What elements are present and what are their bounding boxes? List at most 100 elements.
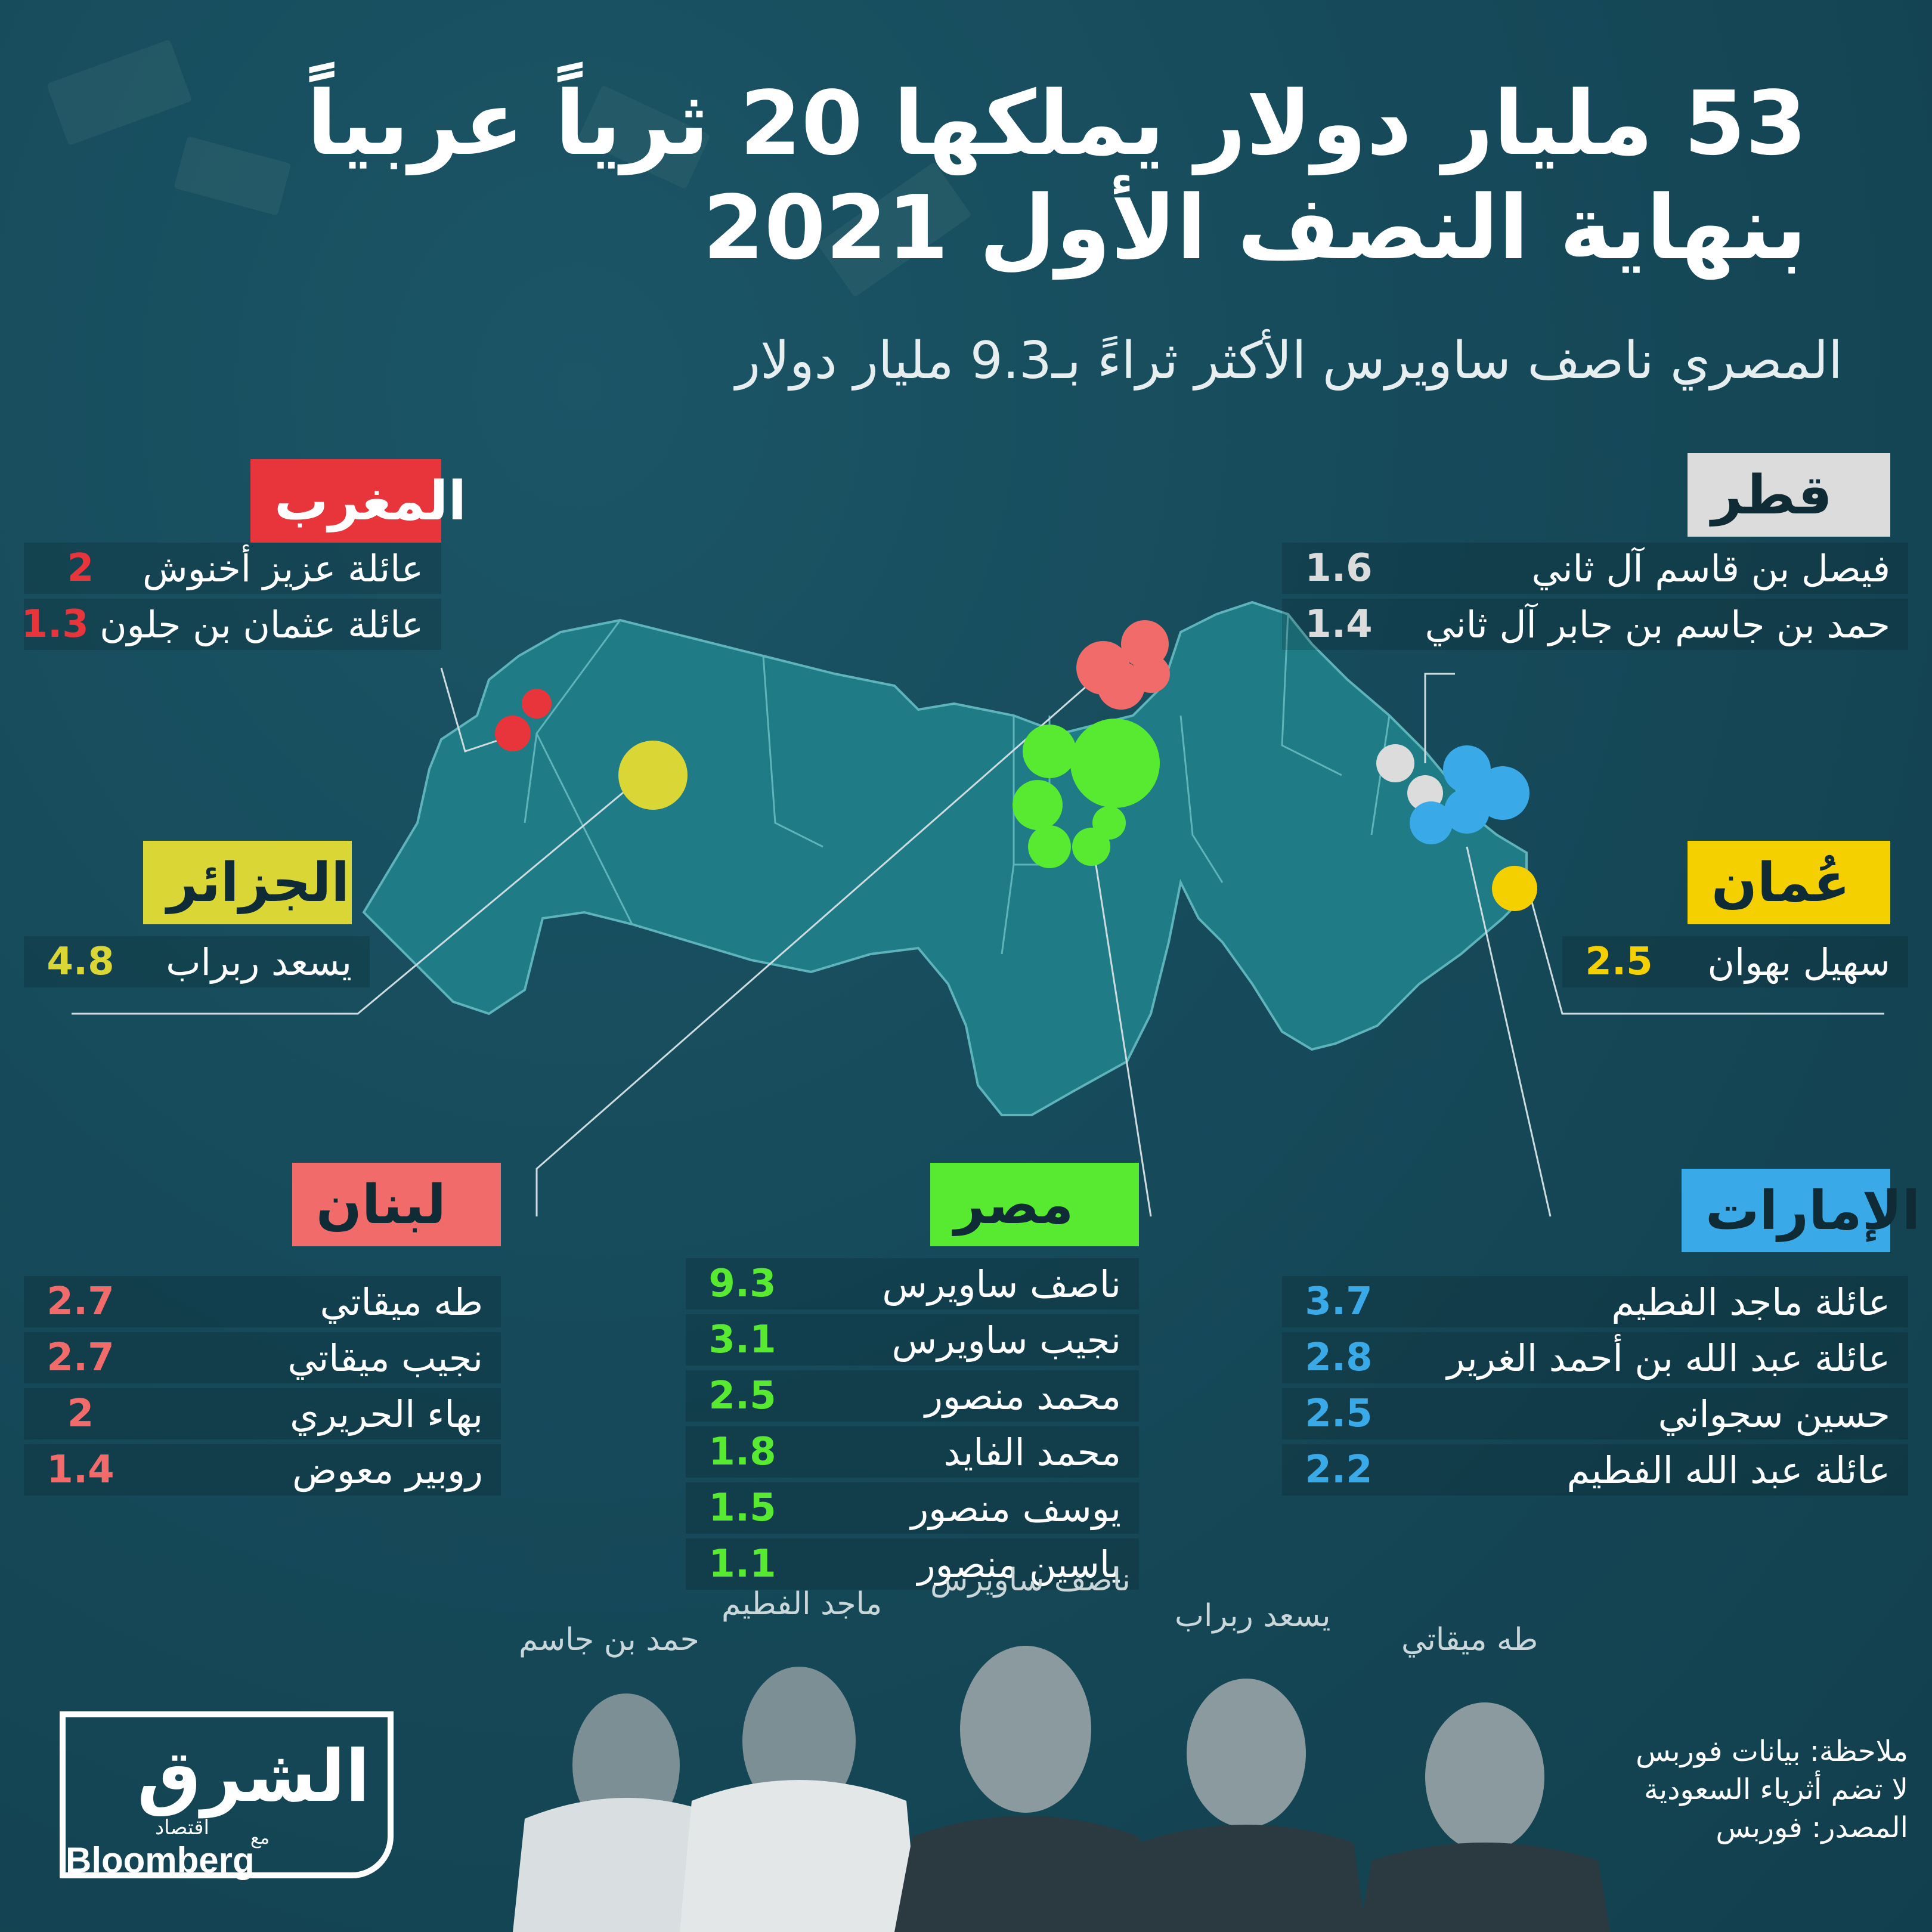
person-wealth: 2.5 [1585,940,1653,984]
portrait-taha [1360,1702,1610,1932]
person-wealth: 1.4 [47,1448,114,1492]
portrait-nassef [894,1646,1157,1932]
man-portrait-icon [960,1646,1091,1813]
list-item: محمد الفايد 1.8 [686,1426,1139,1478]
bubble-egypt-1 [1070,719,1160,808]
bubble-algeria [618,741,688,810]
country-label-morocco: المغرب [250,459,466,543]
list-item: محمد منصور 2.5 [686,1370,1139,1422]
logo-arabic: الشرق [137,1735,370,1818]
person-wealth: 2.2 [1305,1448,1373,1492]
bubble-uae-4 [1410,801,1453,844]
page-subtitle: المصري ناصف ساويرس الأكثر ثراءً بـ9.3 مل… [735,331,1843,391]
person-name: نجيب ساويرس [891,1318,1121,1362]
country-label-oman: عُمان [1688,841,1890,924]
person-wealth: 2 [67,1392,94,1436]
bubble-lebanon-4 [1132,655,1170,693]
page-title: 53 مليار دولار يملكها 20 ثرياً عربياً بن… [306,72,1807,279]
country-name: عُمان [1711,851,1850,914]
person-wealth: 9.3 [708,1262,776,1306]
person-name: طه ميقاتي [320,1280,483,1324]
connector-lebanon [535,655,1122,1216]
connector-algeria [72,774,645,1015]
person-name: عائلة عثمان بن جلون [100,602,423,646]
people-list-oman: سهيل بهوان 2.5 [1562,936,1908,992]
person-wealth: 4.8 [47,940,114,984]
bubble-morocco-1 [495,716,531,751]
country-name: لبنان [316,1173,446,1236]
list-item: نجيب ساويرس 3.1 [686,1314,1139,1366]
bubble-morocco-2 [522,689,552,719]
man-portrait-icon [1425,1702,1544,1852]
person-wealth: 2 [67,546,94,590]
portrait-label-taha: طه ميقاتي [1401,1622,1538,1658]
bubble-egypt-3 [1013,780,1063,830]
map-border [524,614,1391,955]
list-item: عائلة عبد الله بن أحمد الغرير 2.8 [1282,1332,1908,1383]
person-name: سهيل بهوان [1707,940,1890,984]
list-item: حمد بن جاسم بن جابر آل ثاني 1.4 [1282,599,1908,650]
country-label-lebanon: لبنان [292,1163,501,1246]
bubble-qatar-1 [1376,744,1414,782]
list-item: سهيل بهوان 2.5 [1562,936,1908,987]
wealth-bubbles [495,620,1537,911]
person-wealth: 1.4 [1305,602,1373,646]
country-label-algeria: الجزائر [143,841,352,924]
person-wealth: 1.3 [21,602,89,646]
person-wealth: 1.1 [708,1542,776,1586]
asharq-logo: الشرق اقتصاد [60,1711,394,1878]
person-name: حسين سجواني [1658,1392,1890,1436]
person-name: عائلة ماجد الفطيم [1611,1280,1890,1324]
list-item: طه ميقاتي 2.7 [24,1276,501,1327]
country-name: الإمارات [1705,1179,1921,1242]
list-item: ناصف ساويرس 9.3 [686,1258,1139,1309]
portrait-label-issad: يسعد ربراب [1175,1598,1331,1634]
list-item: نجيب ميقاتي 2.7 [24,1332,501,1383]
person-wealth: 2.7 [47,1280,114,1324]
bubble-egypt-2 [1023,724,1076,778]
portrait-majid [680,1667,918,1932]
list-item: فيصل بن قاسم آل ثاني 1.6 [1282,543,1908,594]
logo-with: مع [250,1828,270,1849]
list-item: ياسين منصور 1.1 [686,1538,1139,1590]
country-label-egypt: مصر [930,1163,1139,1246]
portrait-issad [1127,1679,1366,1932]
person-name: محمد الفايد [943,1430,1122,1474]
portrait-hamad [513,1693,739,1932]
note-line: المصدر: فوربس [1716,1811,1908,1844]
man-portrait-icon [1187,1679,1306,1828]
connector-qatar [1424,673,1455,763]
person-name: ياسين منصور [917,1542,1121,1586]
people-list-uae: عائلة ماجد الفطيم 3.7 عائلة عبد الله بن … [1282,1276,1908,1500]
man-portrait-icon [742,1667,856,1816]
person-wealth: 1.6 [1305,546,1373,590]
connector-egypt [1090,834,1152,1217]
bloomberg-logo: Bloomberg [66,1840,255,1880]
person-name: عائلة عزيز أخنوش [143,546,423,590]
person-name: عائلة عبد الله بن أحمد الغرير [1447,1336,1890,1380]
portrait-label-nassef: ناصف ساويرس [930,1562,1131,1598]
person-wealth: 1.5 [708,1486,776,1530]
list-item: حسين سجواني 2.5 [1282,1388,1908,1439]
person-name: نجيب ميقاتي [287,1336,483,1380]
list-item: يوسف منصور 1.5 [686,1482,1139,1534]
country-label-qatar: قطر [1688,453,1890,537]
connector-uae [1466,846,1552,1217]
person-name: عائلة عبد الله الفطيم [1566,1448,1890,1492]
source-note: ملاحظة: بيانات فوربس لا تضم أثرياء السعو… [1574,1732,1908,1847]
logo-sub: اقتصاد [155,1816,209,1840]
list-item: عائلة عثمان بن جلون 1.3 [21,599,441,650]
map-landmass [362,600,1528,1116]
bubble-egypt-6 [1092,806,1126,840]
person-wealth: 2.5 [708,1374,776,1418]
person-wealth: 2.7 [47,1336,114,1380]
person-name: محمد منصور [925,1374,1121,1418]
bubble-oman [1492,866,1537,911]
list-item: عائلة عزيز أخنوش 2 [24,543,441,594]
bubble-uae-2 [1443,745,1491,793]
person-name: يوسف منصور [911,1486,1121,1530]
person-name: فيصل بن قاسم آل ثاني [1531,546,1890,590]
connector-lines [72,655,1884,1217]
